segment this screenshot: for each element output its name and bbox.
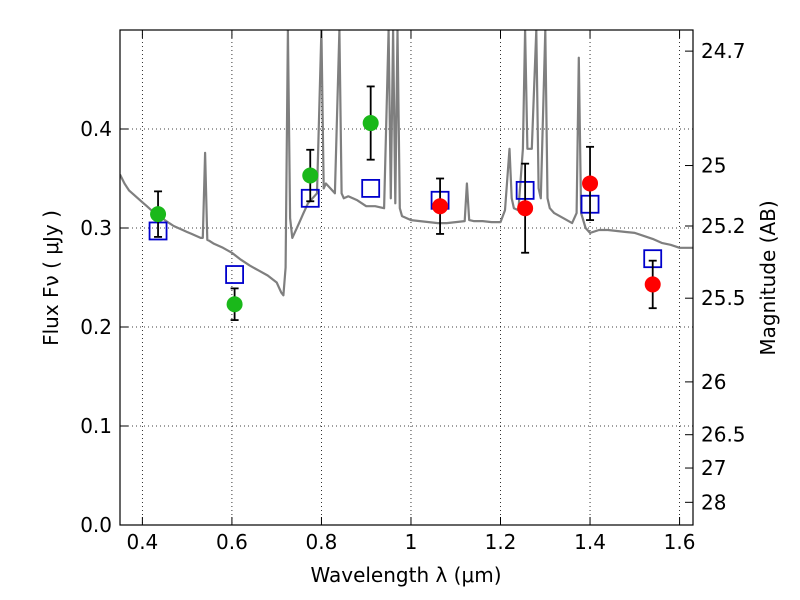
observed-nir-point — [582, 175, 599, 192]
plot-area — [120, 30, 693, 525]
observed-optical-point — [150, 206, 167, 223]
x-tick-label: 1.6 — [664, 530, 696, 554]
model-photometry-square — [361, 178, 381, 198]
y-tick-label: 0.1 — [80, 414, 112, 438]
x-tick-label: 1 — [405, 530, 418, 554]
photometry-layer — [148, 85, 663, 321]
plot-frame — [119, 29, 694, 526]
y-tick-label: 0.3 — [80, 216, 112, 240]
observed-nir-point — [432, 198, 449, 215]
observed-nir-point — [517, 200, 534, 217]
y2-axis-label: Magnitude (AB) — [756, 200, 780, 355]
y2-tick-label: 25.5 — [701, 286, 746, 310]
y-tick-label: 0.0 — [80, 513, 112, 537]
y2-tick-label: 28 — [701, 490, 726, 514]
model-sed-line — [120, 30, 693, 297]
x-tick-label: 1.4 — [574, 530, 606, 554]
y2-tick-label: 27 — [701, 456, 726, 480]
grid — [120, 30, 693, 525]
observed-nir-point — [644, 276, 661, 293]
observed-optical-point — [302, 167, 319, 184]
y2-tick-label: 25.2 — [701, 214, 746, 238]
x-axis-label: Wavelength λ (μm) — [310, 563, 501, 587]
x-tick-label: 0.8 — [306, 530, 338, 554]
observed-optical-point — [362, 115, 379, 132]
y2-tick-label: 24.7 — [701, 39, 746, 63]
y-axis-label: Flux Fν ( μJy ) — [39, 210, 63, 346]
x-tick-label: 0.4 — [126, 530, 158, 554]
x-tick-label: 0.6 — [216, 530, 248, 554]
x-tick-label: 1.2 — [485, 530, 517, 554]
model-sed-layer — [120, 30, 693, 297]
y-tick-label: 0.2 — [80, 315, 112, 339]
y2-tick-label: 25 — [701, 154, 726, 178]
y-tick-label: 0.4 — [80, 117, 112, 141]
y2-tick-label: 26 — [701, 370, 726, 394]
axis-ticks: 0.4 0.6 0.8 1 1.2 1.4 1.6 0.0 0.1 0.2 0.3 0.4 24.7 25… — [80, 30, 746, 554]
observed-optical-point — [226, 296, 243, 313]
model-photometry-square — [225, 265, 245, 284]
y2-tick-label: 26.5 — [701, 423, 746, 447]
